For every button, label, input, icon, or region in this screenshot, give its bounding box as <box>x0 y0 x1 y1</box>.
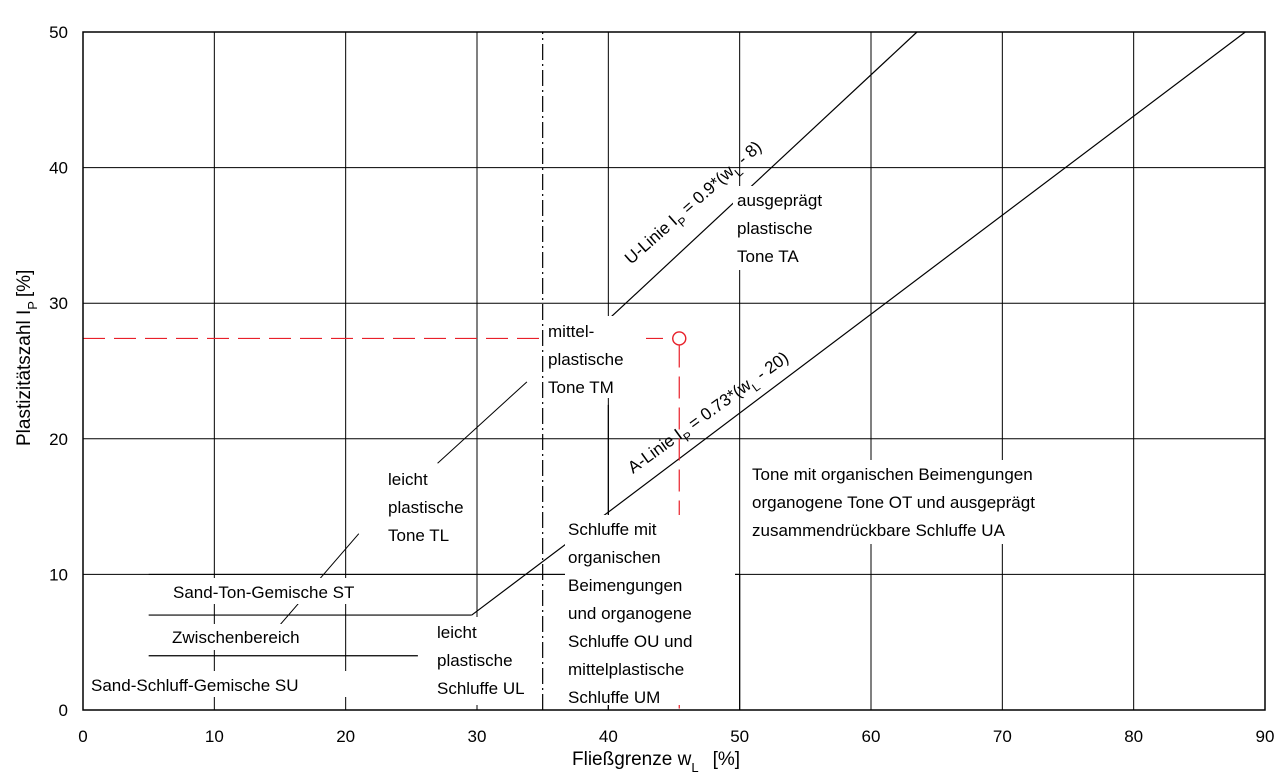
label-ou: Schluffe mit organischen Beimengungen und o… <box>568 520 692 707</box>
y-axis-label: Plastizitätszahl IP [%] <box>14 270 40 446</box>
label-tl: leicht plastische Tone TL <box>388 470 464 545</box>
label-su-bg <box>87 671 367 697</box>
region-labels: ausgeprägt plastische Tone TA mittel-plasti… <box>87 186 1098 707</box>
label-ul-line: plastische <box>437 651 513 670</box>
y-tick-label: 0 <box>59 701 68 720</box>
y-axis-label-unit: [%] <box>14 270 35 297</box>
label-ul: leicht plastische Schluffe UL <box>437 623 525 698</box>
label-zw-bg <box>168 624 282 650</box>
y-axis-label-main: Plastizitätszahl I <box>14 310 35 446</box>
label-tl-bg <box>384 464 464 546</box>
x-tick-label: 0 <box>78 727 87 746</box>
label-st-bg <box>169 578 405 604</box>
label-tm: mittel-plastische Tone TM <box>548 322 624 397</box>
label-su-line: Sand-Schluff-Gemische SU <box>91 676 299 695</box>
x-tick-label: 60 <box>862 727 881 746</box>
y-tick-label: 20 <box>49 430 68 449</box>
reference-point <box>672 331 687 346</box>
label-ta-line: ausgeprägt <box>737 191 822 210</box>
label-st-line: Sand-Ton-Gemische ST <box>173 583 354 602</box>
label-ou-line: mittelplastische <box>568 660 684 679</box>
label-ou-bg <box>565 515 735 705</box>
label-tl-line: plastische <box>388 498 464 517</box>
x-axis-label: Fließgrenze wL [%] <box>572 749 740 775</box>
label-ou-line: und organogene <box>568 604 692 623</box>
x-tick-label: 70 <box>993 727 1012 746</box>
x-axis-label-main: Fließgrenze w <box>572 749 692 770</box>
label-ou-line: Beimengungen <box>568 576 682 595</box>
label-ou-line: Schluffe OU und <box>568 632 692 651</box>
tick-labels: 0 10 20 30 40 50 60 70 80 90 0 10 20 30 40 50 <box>49 23 1274 746</box>
label-su: Sand-Schluff-Gemische SU <box>91 676 299 695</box>
label-tm-bg <box>544 316 646 398</box>
tm-leader-line <box>437 381 528 464</box>
label-ta-line: Tone TA <box>737 247 799 266</box>
label-st: Sand-Ton-Gemische ST <box>173 583 354 602</box>
label-ou-line: Schluffe UM <box>568 688 660 707</box>
y-tick-label: 40 <box>49 159 68 178</box>
plot-frame <box>82 31 1266 711</box>
label-ou-line: Schluffe mit <box>568 520 657 539</box>
label-ot-line: zusammendrückbare Schluffe UA <box>752 521 1006 540</box>
u-line <box>607 31 918 320</box>
label-tm-line: mittel- <box>548 322 594 341</box>
y-tick-label: 50 <box>49 23 68 42</box>
x-tick-label: 40 <box>599 727 618 746</box>
x-tick-label: 30 <box>468 727 487 746</box>
label-ul-line: Schluffe UL <box>437 679 525 698</box>
x-axis-label-sub: L <box>691 760 698 775</box>
x-tick-label: 50 <box>730 727 749 746</box>
y-tick-label: 30 <box>49 294 68 313</box>
label-ul-line: leicht <box>437 623 477 642</box>
label-ot: Tone mit organischen Beimengungen organog… <box>752 465 1035 540</box>
label-zw-line: Zwischenbereich <box>172 628 300 647</box>
label-ta-bg <box>733 186 861 270</box>
reference-point-layer <box>83 331 687 710</box>
x-tick-label: 10 <box>205 727 224 746</box>
x-tick-label: 90 <box>1256 727 1275 746</box>
label-tm-line: plastische <box>548 350 624 369</box>
label-tl-line: leicht <box>388 470 428 489</box>
label-ul-bg <box>433 617 539 705</box>
x-tick-label: 20 <box>336 727 355 746</box>
y-tick-label: 10 <box>49 565 68 584</box>
x-tick-label: 80 <box>1124 727 1143 746</box>
label-zw: Zwischenbereich <box>172 628 300 647</box>
y-axis-label-sub: P <box>25 301 40 310</box>
label-ta: ausgeprägt plastische Tone TA <box>737 191 822 266</box>
label-ot-line: organogene Tone OT und ausgeprägt <box>752 493 1035 512</box>
label-ta-line: plastische <box>737 219 813 238</box>
label-tm-line: Tone TM <box>548 378 614 397</box>
x-axis-label-unit: [%] <box>713 749 740 770</box>
label-tl-line: Tone TL <box>388 526 449 545</box>
label-ot-line: Tone mit organischen Beimengungen <box>752 465 1033 484</box>
label-ou-line: organischen <box>568 548 661 567</box>
label-ot-bg <box>748 460 1098 544</box>
